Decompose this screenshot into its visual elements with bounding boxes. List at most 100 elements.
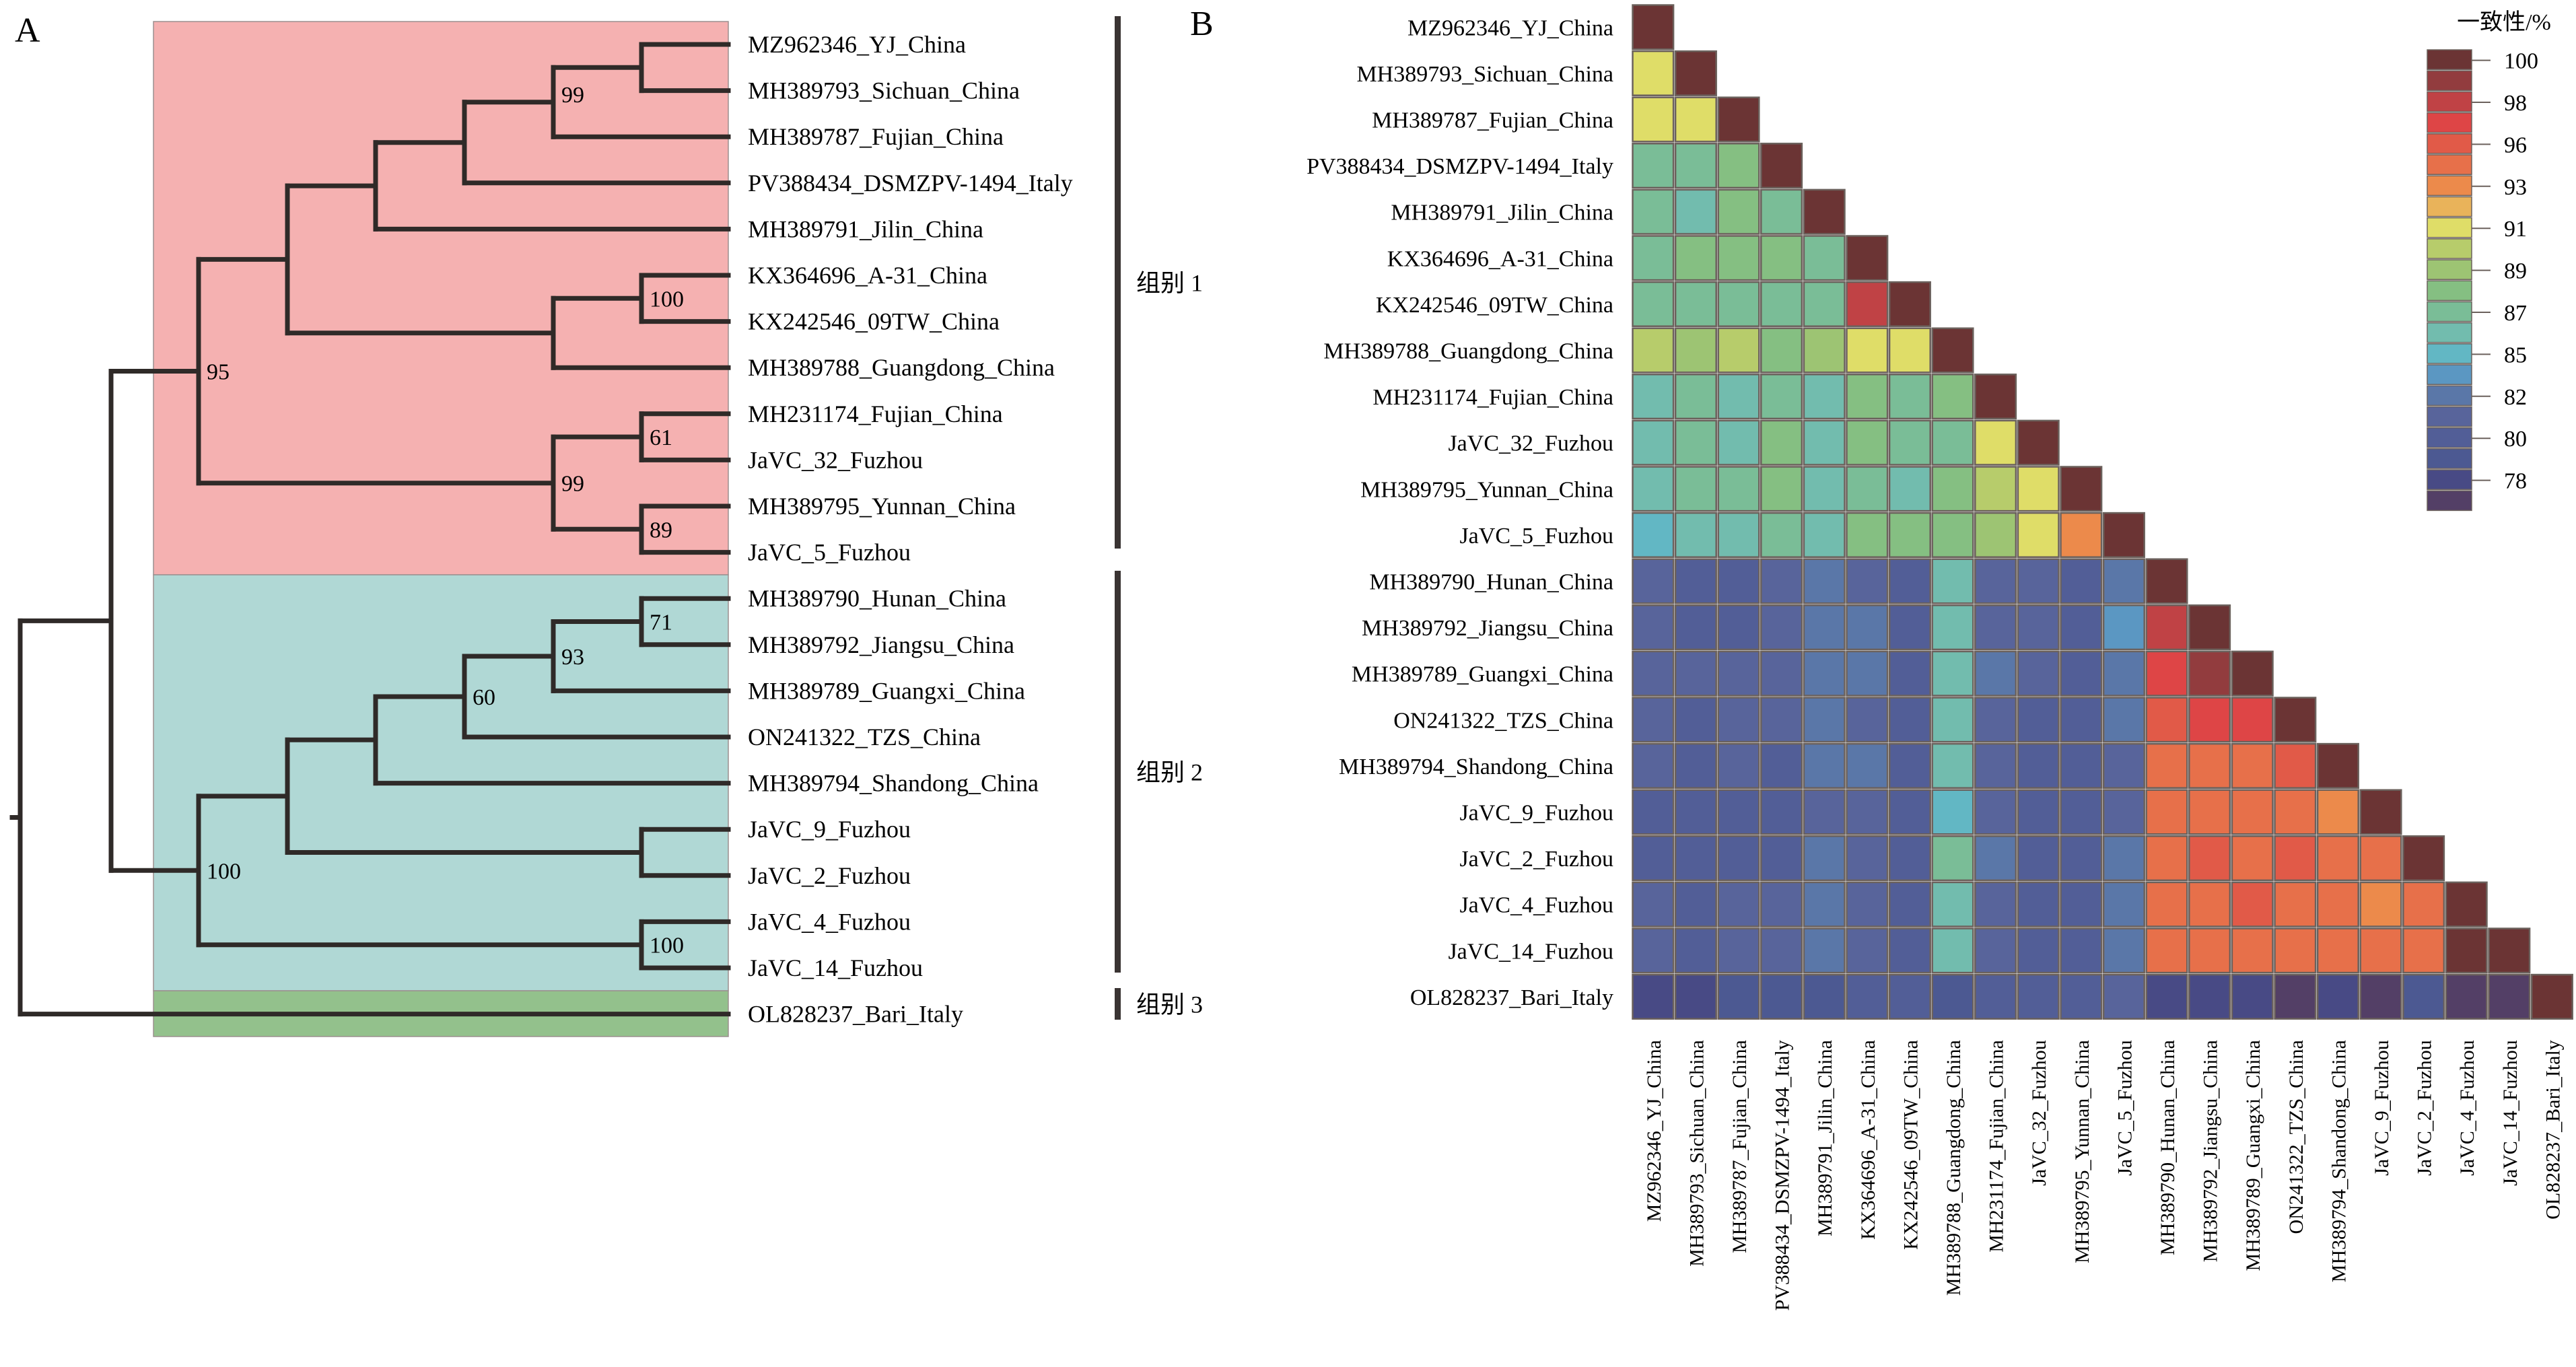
heatmap-cell xyxy=(1632,927,1675,974)
heatmap-cell xyxy=(1803,650,1846,697)
heatmap-cell xyxy=(1717,558,1760,604)
heatmap-cell xyxy=(2102,789,2145,835)
heatmap-cell xyxy=(2017,512,2060,558)
heatmap-cell xyxy=(1803,188,1846,235)
heatmap-cell xyxy=(1888,512,1931,558)
heatmap-cell xyxy=(1974,742,2017,789)
heatmap-cell xyxy=(1846,742,1889,789)
heatmap-cell xyxy=(2445,973,2488,1020)
heatmap-cell xyxy=(2060,512,2103,558)
heatmap-cell xyxy=(2231,881,2274,927)
heatmap-cell xyxy=(2316,789,2359,835)
heatmap-cell xyxy=(1674,466,1717,512)
heatmap-cell xyxy=(1974,650,2017,697)
heatmap-cell xyxy=(1674,419,1717,466)
leaf-label: OL828237_Bari_Italy xyxy=(748,1001,963,1028)
leaf-label: JaVC_2_Fuzhou xyxy=(748,862,911,889)
legend-swatch xyxy=(2427,175,2472,197)
heatmap-cell xyxy=(1632,327,1675,374)
heatmap-cell xyxy=(2017,558,2060,604)
heatmap-cell xyxy=(1888,281,1931,327)
heatmap-cell xyxy=(1846,973,1889,1020)
heatmap-cell xyxy=(1760,188,1803,235)
heatmap-cell xyxy=(2017,789,2060,835)
heatmap-cell xyxy=(1846,374,1889,420)
heatmap-cell xyxy=(2060,650,2103,697)
leaf-label: MH231174_Fujian_China xyxy=(748,400,1003,427)
heatmap-cell xyxy=(1931,881,1974,927)
heatmap-row-label: JaVC_4_Fuzhou xyxy=(1459,893,1613,918)
heatmap-row-label: MZ962346_YJ_China xyxy=(1407,15,1613,40)
heatmap-row-label: PV388434_DSMZPV-1494_Italy xyxy=(1307,154,1613,179)
bootstrap-value: 100 xyxy=(650,287,684,312)
legend-swatch xyxy=(2427,301,2472,322)
heatmap-cell xyxy=(1632,512,1675,558)
heatmap-cell xyxy=(1846,835,1889,882)
legend-swatch xyxy=(2427,364,2472,385)
heatmap-cell xyxy=(1717,188,1760,235)
heatmap-cell xyxy=(1632,143,1675,189)
legend-swatch xyxy=(2427,343,2472,364)
heatmap-cell xyxy=(2188,973,2231,1020)
leaf-label: MH389793_Sichuan_China xyxy=(748,77,1020,104)
bootstrap-value: 100 xyxy=(207,859,241,884)
heatmap-cell xyxy=(1888,742,1931,789)
heatmap-row-label: MH389787_Fujian_China xyxy=(1372,108,1613,133)
heatmap-cell xyxy=(1674,374,1717,420)
heatmap-cell xyxy=(1974,927,2017,974)
heatmap-cell xyxy=(1888,927,1931,974)
heatmap-column-label: ON241322_TZS_China xyxy=(2285,1040,2307,1234)
heatmap-cell xyxy=(1674,697,1717,743)
legend-tick-label: 100 xyxy=(2504,49,2538,74)
heatmap-cell xyxy=(2145,697,2188,743)
heatmap-cell xyxy=(2060,835,2103,882)
heatmap-cell xyxy=(2017,881,2060,927)
heatmap-cell xyxy=(2402,881,2445,927)
heatmap-cell xyxy=(2316,742,2359,789)
heatmap-cell xyxy=(2060,466,2103,512)
leaf-label: MH389789_Guangxi_China xyxy=(748,677,1025,704)
heatmap-cell xyxy=(1717,881,1760,927)
legend-swatch xyxy=(2427,238,2472,259)
leaf-label: MH389794_Shandong_China xyxy=(748,770,1039,797)
legend-swatch xyxy=(2427,49,2472,70)
heatmap-cell xyxy=(2017,927,2060,974)
heatmap-column-labels: MZ962346_YJ_China MH389793_Sichuan_China M… xyxy=(1643,1040,2565,1310)
heatmap-cell xyxy=(1846,697,1889,743)
heatmap-row-label: MH389793_Sichuan_China xyxy=(1356,62,1613,87)
heatmap-cell xyxy=(1674,927,1717,974)
heatmap-cell xyxy=(1717,374,1760,420)
heatmap-cell xyxy=(1846,466,1889,512)
heatmap-cell xyxy=(1717,419,1760,466)
heatmap-cell xyxy=(2188,742,2231,789)
heatmap-row-label: MH389788_Guangdong_China xyxy=(1323,339,1613,364)
heatmap-cell xyxy=(1632,4,1675,50)
heatmap-cell xyxy=(2359,789,2402,835)
heatmap-cell xyxy=(1846,281,1889,327)
legend-swatch xyxy=(2427,91,2472,112)
heatmap-row-label: JaVC_2_Fuzhou xyxy=(1459,847,1613,872)
heatmap-column-label: JaVC_2_Fuzhou xyxy=(2414,1040,2436,1176)
legend-tick-label: 78 xyxy=(2504,469,2527,494)
leaf-label: KX364696_A-31_China xyxy=(748,262,987,289)
heatmap-cell xyxy=(1674,512,1717,558)
heatmap-cell xyxy=(1674,742,1717,789)
heatmap-cell xyxy=(2359,927,2402,974)
legend-tick-label: 96 xyxy=(2504,133,2527,157)
heatmap-cell xyxy=(2231,697,2274,743)
heatmap-cell xyxy=(1974,419,2017,466)
heatmap-cell xyxy=(1803,973,1846,1020)
heatmap-row-label: MH389789_Guangxi_China xyxy=(1352,662,1613,687)
heatmap-cell xyxy=(2188,604,2231,651)
bootstrap-value: 99 xyxy=(561,472,584,497)
heatmap-cell xyxy=(1674,96,1717,143)
heatmap-cell xyxy=(2102,835,2145,882)
leaf-label: JaVC_5_Fuzhou xyxy=(748,539,911,566)
heatmap-cell xyxy=(2145,604,2188,651)
heatmap-cell xyxy=(1760,419,1803,466)
heatmap-cell xyxy=(2488,927,2531,974)
bootstrap-value: 71 xyxy=(650,610,672,635)
heatmap-column-label: JaVC_32_Fuzhou xyxy=(2028,1040,2050,1186)
heatmap-cell xyxy=(1888,881,1931,927)
